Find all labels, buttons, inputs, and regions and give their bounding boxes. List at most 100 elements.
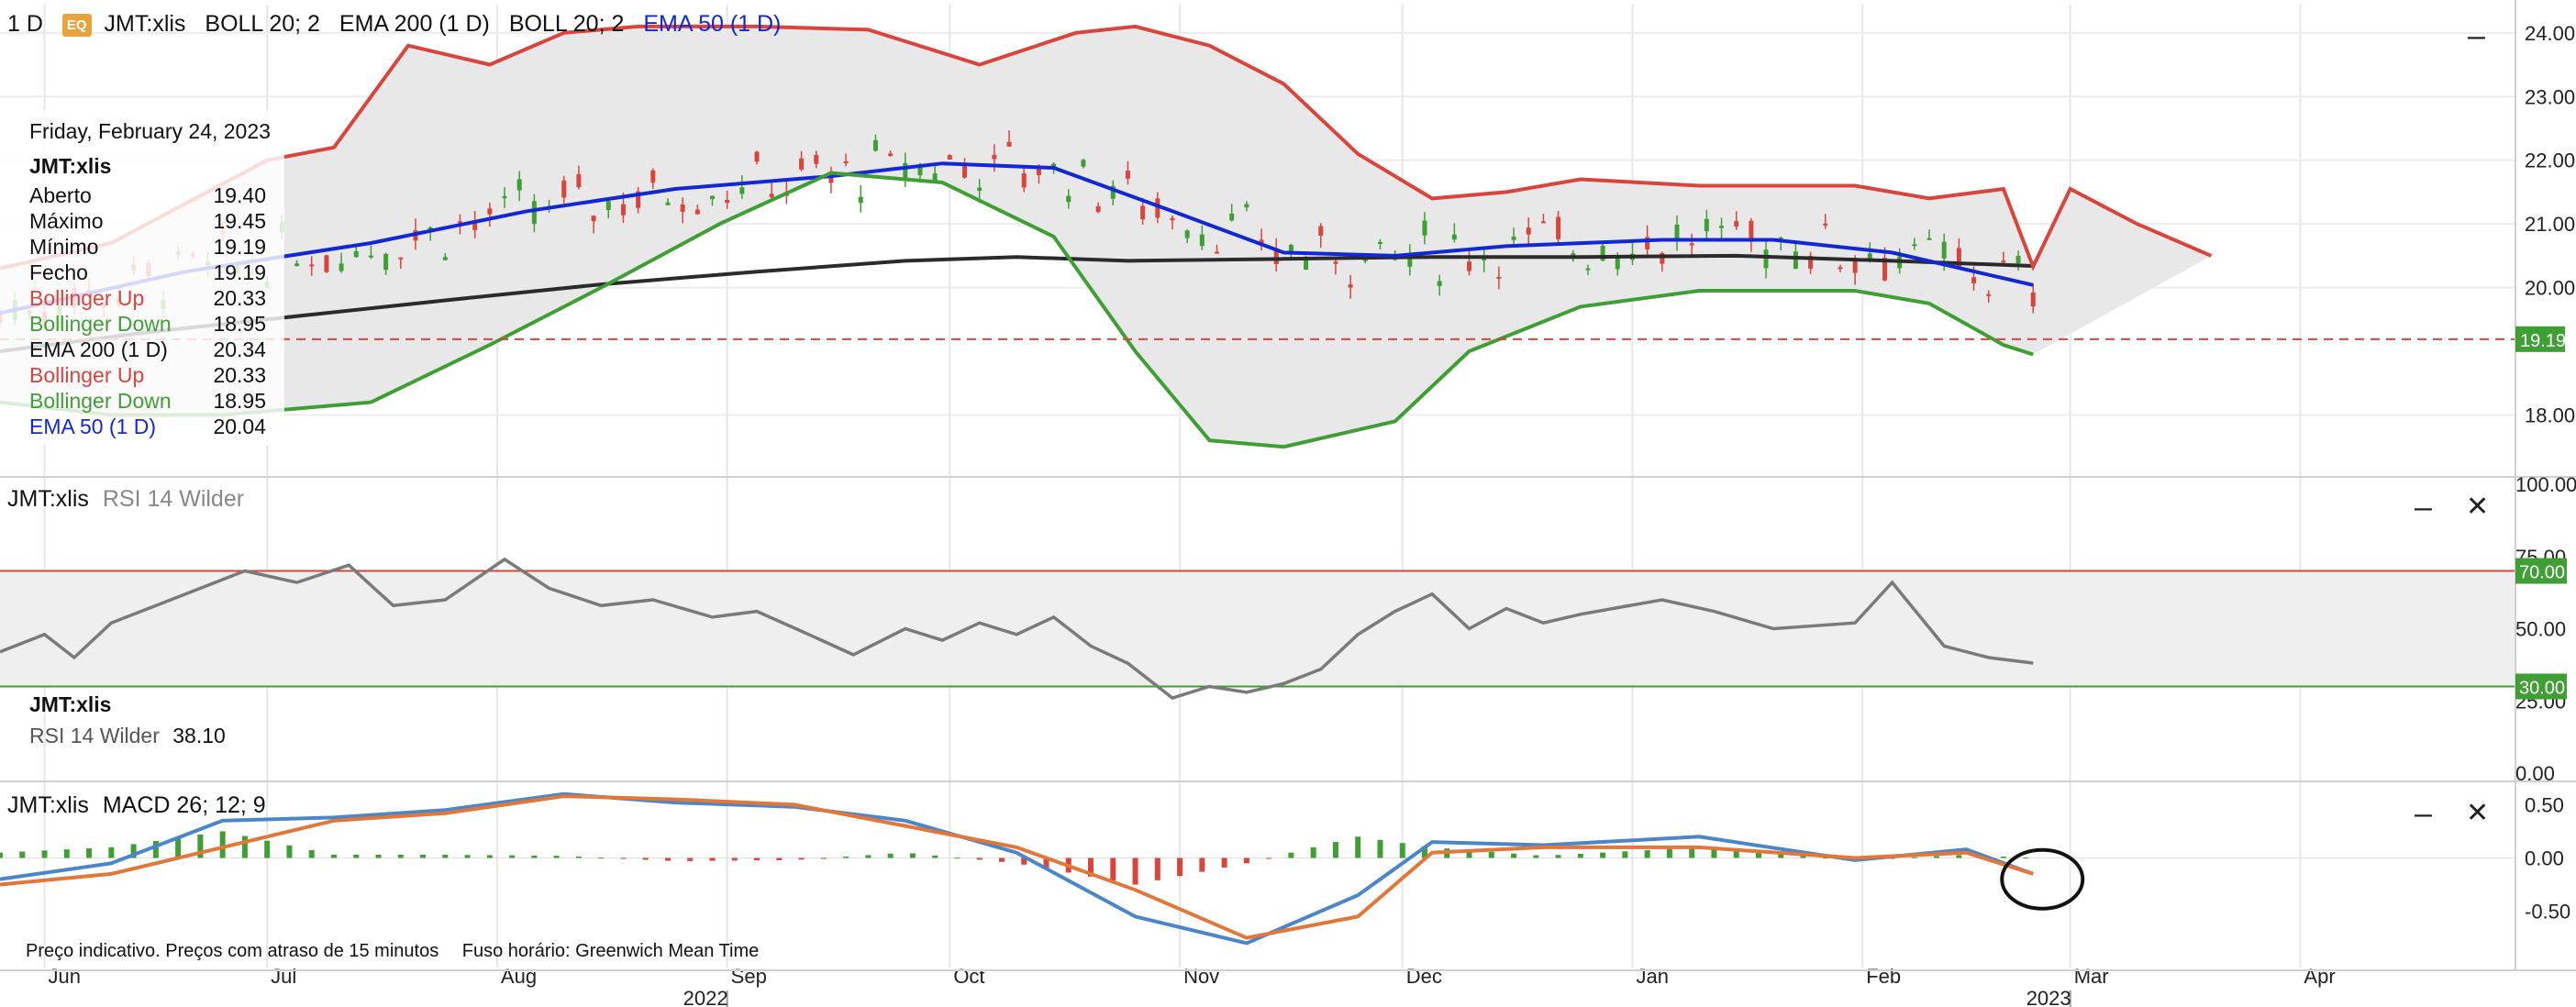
price-minimize-icon[interactable]: –: [2468, 18, 2485, 53]
macd-panel[interactable]: [0, 791, 2515, 946]
study-ema200[interactable]: EMA 200 (1 D): [339, 11, 490, 37]
candle-body: [1140, 205, 1146, 220]
candle-body: [1199, 234, 1205, 247]
candle-body: [1882, 258, 1887, 281]
candle-body: [1511, 236, 1516, 240]
legend-row: Bollinger Up 20.33: [29, 286, 275, 312]
candle-body: [650, 170, 656, 183]
macd-histogram-bar: [41, 850, 48, 858]
macd-minimize-icon[interactable]: –: [2415, 796, 2432, 831]
candle-body: [2030, 292, 2036, 307]
ema200-line: [0, 253, 2034, 353]
rsi-symbol[interactable]: JMT:xlis: [7, 486, 89, 512]
candle-body: [1556, 216, 1561, 239]
candle-body: [725, 199, 730, 204]
candle-body: [1348, 284, 1353, 288]
rsi-panel[interactable]: [0, 557, 2515, 701]
candle-body: [2001, 260, 2006, 263]
macd-histogram-bar: [731, 858, 738, 861]
macd-histogram-bar: [197, 834, 204, 858]
study-boll-1[interactable]: BOLL 20; 2: [205, 11, 320, 37]
macd-histogram-bar: [553, 856, 560, 858]
macd-histogram-bar: [330, 855, 337, 858]
macd-histogram-bar: [63, 849, 70, 858]
crossover-highlight-circle: [2000, 847, 2085, 911]
legend-row: EMA 50 (1 D) 20.04: [29, 415, 275, 440]
rsi-band-fill: [0, 570, 2515, 687]
macd-histogram-bar: [308, 849, 315, 858]
chart-header: 1 D EQ JMT:xlis BOLL 20; 2 EMA 200 (1 D) …: [7, 11, 794, 38]
macd-histogram-bar: [1488, 851, 1494, 858]
macd-tick-label: 0.50: [2525, 793, 2564, 816]
candle-body: [1823, 223, 1828, 226]
rsi-level-tag: [2515, 673, 2567, 700]
rsi-legend: RSI 14 Wilder 38.10: [29, 724, 226, 748]
candle-body: [1808, 255, 1814, 269]
macd-histogram-bar: [1644, 849, 1650, 858]
legend-row-label: Bollinger Up: [29, 363, 145, 387]
candle-body: [1036, 166, 1041, 175]
macd-histogram-bar: [843, 857, 849, 858]
legend-row: Máximo 19.45: [29, 209, 275, 235]
candle-body: [1719, 226, 1725, 228]
macd-histogram-bar: [1132, 858, 1138, 885]
study-ema50[interactable]: EMA 50 (1 D): [643, 11, 782, 37]
symbol-label[interactable]: JMT:xlis: [104, 11, 186, 37]
macd-histogram-bar: [175, 837, 182, 858]
macd-histogram-bar: [754, 858, 761, 861]
month-tick-label: Apr: [2304, 965, 2335, 988]
study-boll-2[interactable]: BOLL 20; 2: [508, 11, 625, 37]
rsi-study-label[interactable]: RSI 14 Wilder: [102, 486, 245, 512]
rsi-level-tag-label: 30.00: [2519, 679, 2565, 699]
macd-histogram-bar: [1533, 855, 1539, 858]
rsi-close-icon[interactable]: ✕: [2466, 492, 2490, 522]
rsi-tick-label: 100.00: [2515, 473, 2576, 496]
candle-body: [472, 222, 478, 230]
macd-histogram-bar: [1332, 842, 1338, 858]
macd-histogram-bar: [1577, 853, 1583, 858]
interval-label[interactable]: 1 D: [7, 11, 43, 37]
macd-histogram-bar: [642, 858, 649, 860]
macd-symbol[interactable]: JMT:xlis: [7, 792, 89, 818]
rsi-legend-value: 38.10: [172, 724, 226, 747]
timezone-note: Fuso horário: Greenwich Mean Time: [461, 941, 760, 961]
macd-histogram-bar: [887, 853, 894, 858]
legend-row: Bollinger Down 18.95: [29, 312, 275, 338]
legend-row-value: 19.40: [213, 183, 266, 207]
macd-histogram-bar: [1555, 855, 1561, 858]
candle-body: [1407, 252, 1413, 267]
legend-row-label: EMA 50 (1 D): [29, 415, 157, 438]
year-label: 2023: [2026, 987, 2071, 1007]
month-tick-label: Sep: [731, 965, 767, 988]
price-tick-label: 20.00: [2525, 277, 2575, 300]
candle-body: [1971, 277, 1977, 283]
candle-body: [1377, 241, 1382, 244]
candle-body: [1155, 198, 1160, 218]
macd-close-icon[interactable]: ✕: [2466, 798, 2490, 828]
legend-symbol: JMT:xlis: [29, 154, 112, 178]
candle-body: [427, 227, 433, 230]
legend-row: Bollinger Up 20.33: [29, 363, 275, 389]
price-panel[interactable]: [0, 24, 2515, 449]
macd-histogram-bar: [1778, 854, 1784, 858]
legend-row-label: Bollinger Down: [29, 389, 172, 413]
macd-histogram-bar: [1177, 858, 1183, 877]
macd-histogram-bar: [1733, 850, 1739, 858]
candle-body: [1006, 141, 1012, 147]
candle-body: [531, 201, 537, 225]
candle-body: [1585, 268, 1591, 271]
macd-study-label[interactable]: MACD 26; 12; 9: [102, 792, 266, 818]
macd-histogram-bar: [1956, 855, 1962, 858]
rsi-minimize-icon[interactable]: –: [2415, 490, 2432, 525]
bollinger-band-fill: [0, 26, 2212, 448]
candle-body: [1838, 267, 1843, 270]
macd-histogram-bar: [1755, 852, 1761, 858]
candle-body: [1704, 218, 1709, 232]
candle-body: [1244, 204, 1249, 208]
macd-histogram-bar: [1377, 839, 1383, 858]
year-label: 2022: [683, 987, 728, 1007]
last-price-tag: [2515, 326, 2565, 352]
candle-body: [1793, 251, 1798, 270]
equity-badge-icon: EQ: [61, 13, 92, 37]
